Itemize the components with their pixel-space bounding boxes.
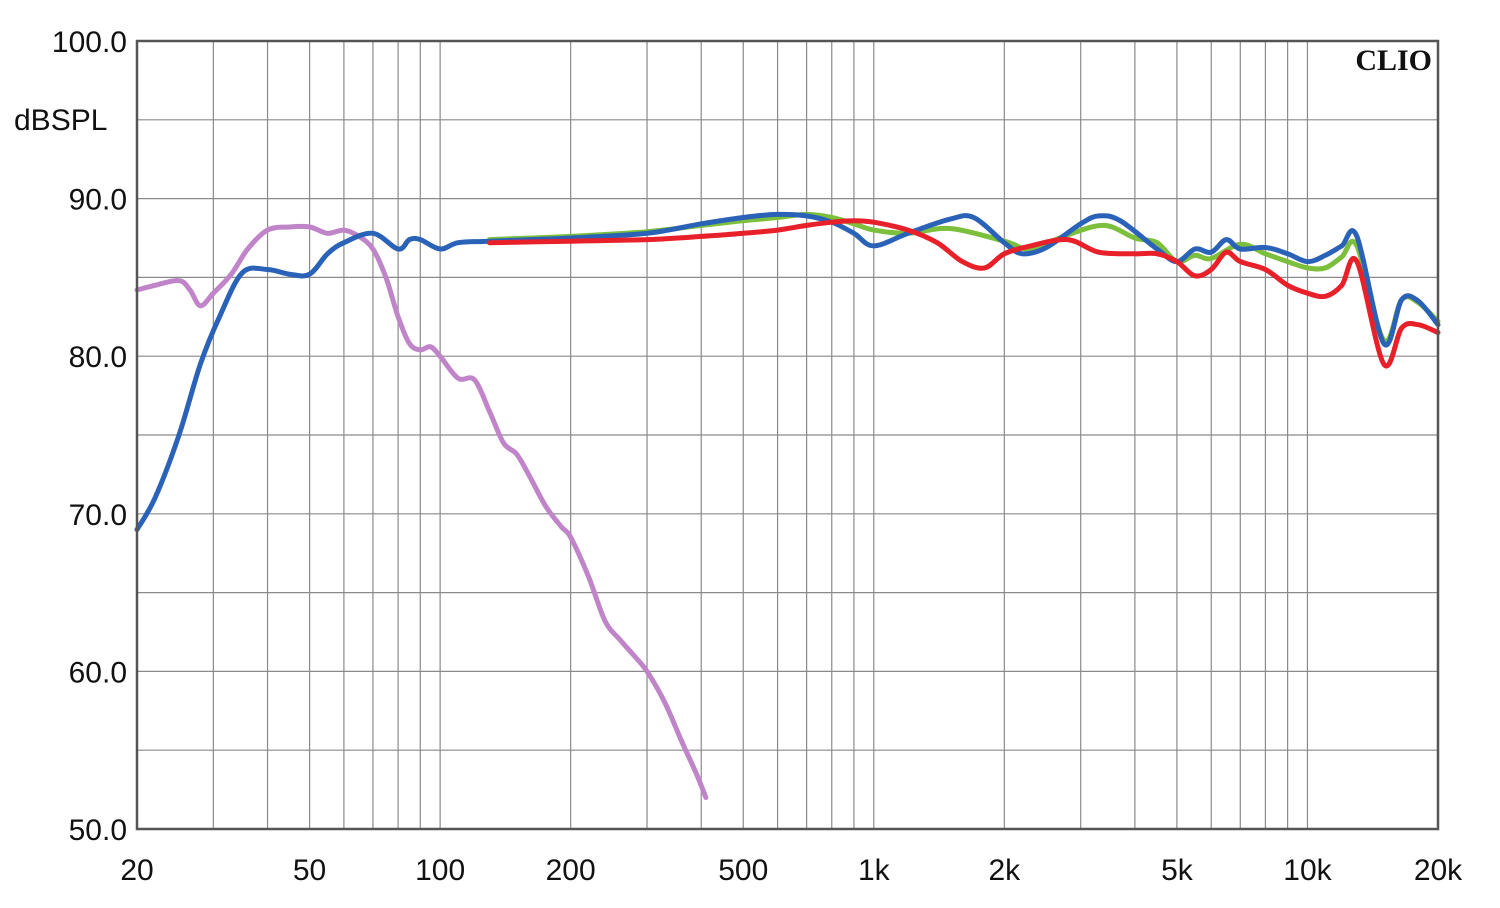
tick-labels: 20 50 100 200 500 1k 2k 5k 10k 20k 100.0 90.0 80.0 70… [52,26,1463,887]
y-tick-label: 80.0 [69,341,127,374]
x-tick-label: 1k [858,854,891,887]
x-tick-label: 10k [1283,854,1332,887]
x-tick-label: 20 [120,854,153,887]
y-tick-label: 70.0 [69,499,127,532]
x-tick-label: 50 [293,854,326,887]
series-line-4 [487,218,1441,369]
y-tick-label: 100.0 [52,26,127,59]
plot-frame [135,39,1440,831]
x-tick-label: 5k [1161,854,1194,887]
series-group [134,211,1441,800]
x-tick-label: 20k [1414,854,1463,887]
x-tick-label: 500 [718,854,768,887]
x-tick-label: 200 [546,854,596,887]
x-tick-label: 100 [415,854,465,887]
y-tick-label: 60.0 [69,656,127,689]
series-line-1 [134,223,709,800]
grid [136,40,1439,830]
series-line-2 [487,211,1441,345]
brand-label: CLIO [1355,44,1432,77]
series-line-3 [134,211,1441,533]
y-tick-label: 90.0 [69,184,127,217]
x-tick-label: 2k [988,854,1021,887]
y-tick-label: 50.0 [69,814,127,847]
y-axis-label: dBSPL [14,104,107,137]
